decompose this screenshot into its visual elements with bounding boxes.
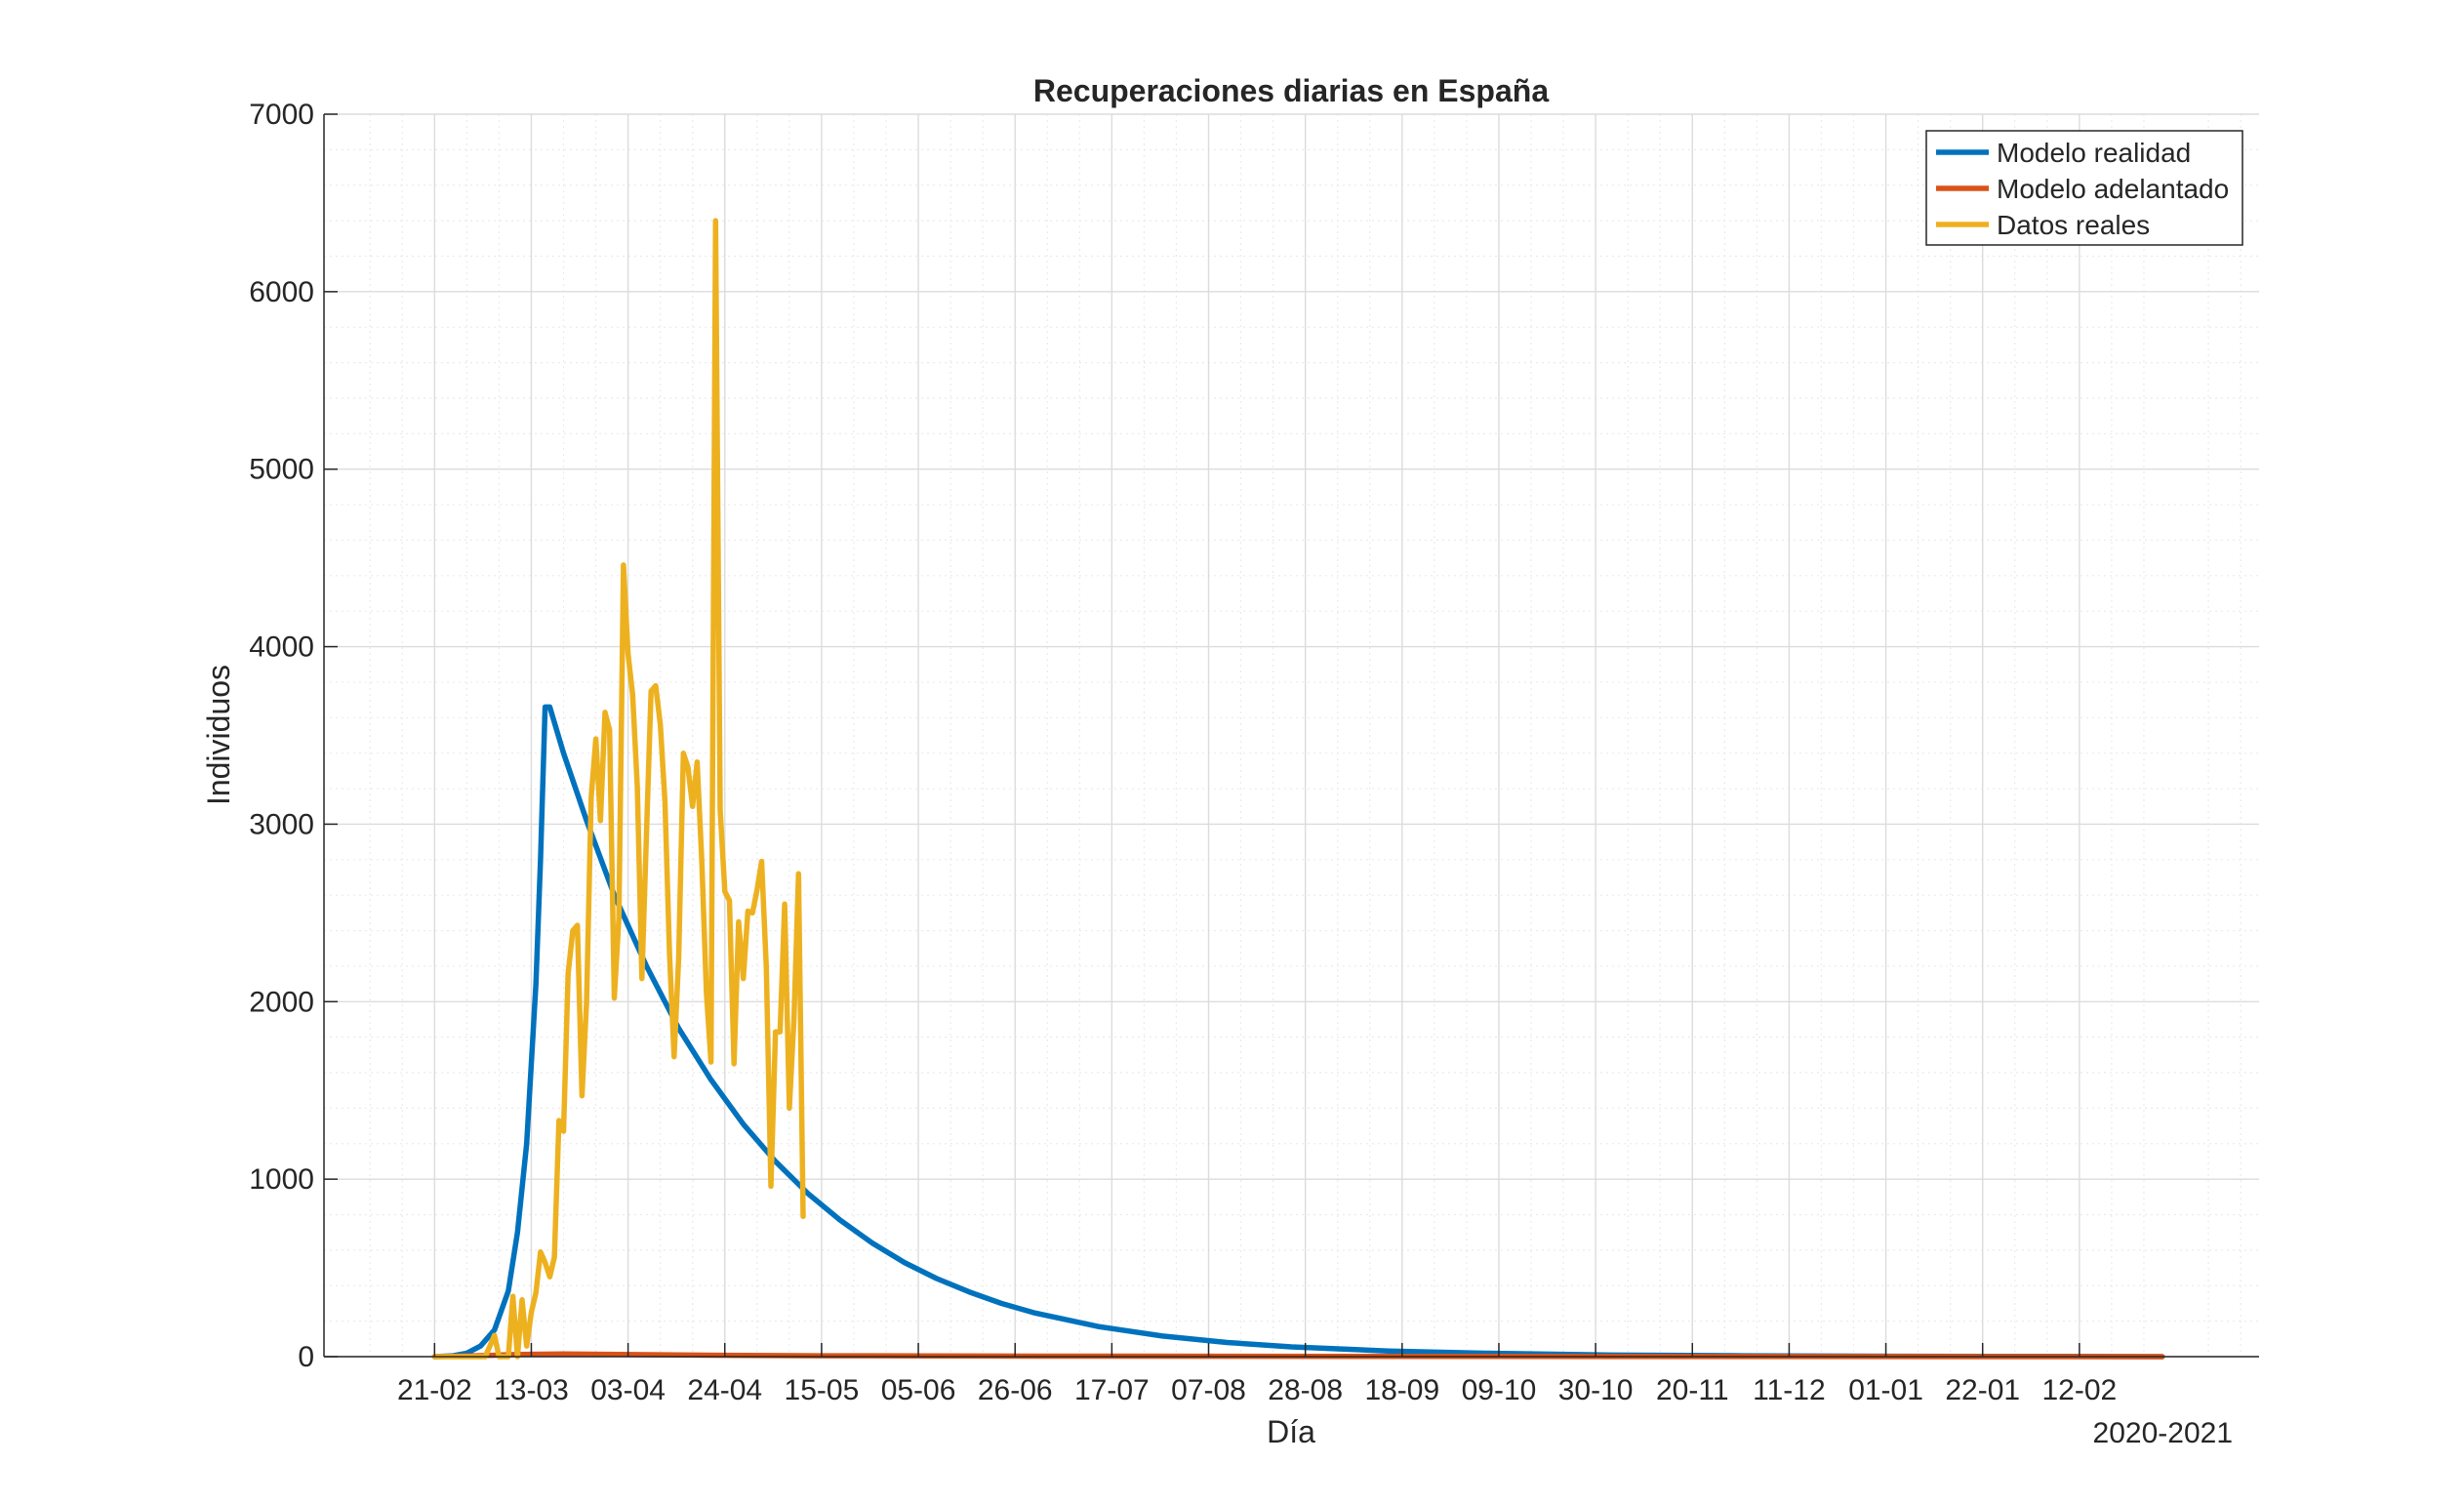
series-line-1 (431, 704, 2165, 1360)
x-tick-label: 11-12 (1753, 1374, 1826, 1406)
series-line-3 (431, 218, 806, 1360)
x-tick-labels: 21-02 13-03 03-04 24-04 15-05 05-06 26-06 17-07… (397, 1343, 2117, 1406)
legend-label: Modelo realidad (1997, 138, 2191, 168)
x-tick-label: 26-06 (978, 1374, 1053, 1406)
legend-label: Datos reales (1997, 210, 2150, 240)
y-axis-label: Individuos (201, 665, 236, 805)
major-grid (324, 113, 2259, 1358)
x-tick-label: 28-08 (1268, 1374, 1343, 1406)
legend: Modelo realidad Modelo adelantado Datos re… (1925, 130, 2243, 246)
x-tick-label: 24-04 (687, 1374, 762, 1406)
y-tick-label: 4000 (249, 631, 314, 664)
y-tick-label: 7000 (249, 99, 314, 131)
x-tick-label: 09-10 (1462, 1374, 1537, 1406)
x-tick-label: 15-05 (785, 1374, 860, 1406)
x-tick-label: 21-02 (397, 1374, 472, 1406)
x-tick-label: 17-07 (1074, 1374, 1150, 1406)
x-tick-label: 03-04 (590, 1374, 666, 1406)
legend-label: Modelo adelantado (1997, 174, 2229, 204)
x-tick-label: 07-08 (1171, 1374, 1246, 1406)
plot-area: 0 1000 2000 3000 4000 5000 6000 7000 21-02 13-03… (249, 99, 2259, 1406)
y-tick-labels: 0 1000 2000 3000 4000 5000 6000 7000 (249, 99, 338, 1373)
x-tick-label: 20-11 (1656, 1374, 1729, 1406)
y-tick-label: 1000 (249, 1163, 314, 1196)
x-tick-label: 22-01 (1945, 1374, 2020, 1406)
y-tick-label: 2000 (249, 986, 314, 1018)
x-tick-label: 05-06 (881, 1374, 956, 1406)
x-tick-label: 18-09 (1364, 1374, 1439, 1406)
axes-frame (323, 114, 2259, 1358)
chart-title: Recuperaciones diarias en España (1033, 73, 1549, 108)
x-axis-label: Día (1267, 1414, 1315, 1449)
y-tick-label: 6000 (249, 276, 314, 308)
y-tick-label: 0 (298, 1341, 314, 1373)
y-tick-label: 3000 (249, 808, 314, 840)
y-tick-label: 5000 (249, 454, 314, 486)
x-tick-label: 12-02 (2041, 1374, 2117, 1406)
x-tick-label: 30-10 (1558, 1374, 1634, 1406)
x-tick-label: 01-01 (1848, 1374, 1923, 1406)
axes-background (324, 114, 2259, 1357)
x-axis-secondary-label: 2020-2021 (2093, 1417, 2233, 1449)
x-tick-label: 13-03 (494, 1374, 569, 1406)
